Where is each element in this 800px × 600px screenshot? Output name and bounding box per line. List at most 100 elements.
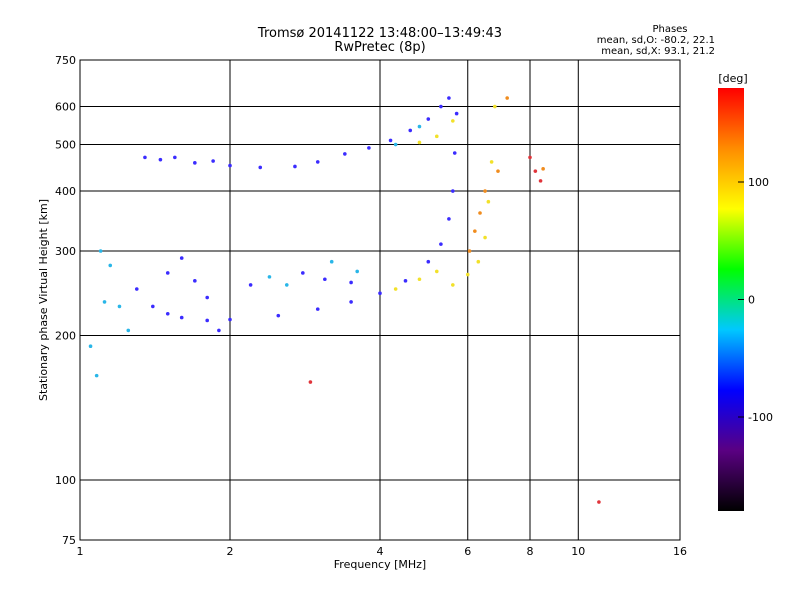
data-point: [439, 104, 443, 109]
data-point: [434, 134, 439, 139]
phase-stats-x: mean, sd,X: 93.1, 21.2: [601, 46, 715, 57]
x-tick-label: 4: [377, 545, 384, 558]
data-point: [493, 104, 497, 109]
data-point: [467, 249, 472, 253]
data-point: [108, 263, 113, 268]
data-point: [308, 380, 313, 384]
data-points: [88, 96, 601, 504]
chart-title-block: Tromsø 20141122 13:48:00–13:49:43 RwPret…: [230, 27, 530, 55]
data-point: [349, 300, 353, 304]
x-tick-label: 10: [571, 545, 585, 558]
y-tick-label: 400: [55, 185, 76, 198]
data-point: [126, 328, 131, 333]
data-point: [447, 217, 451, 221]
data-point: [434, 269, 439, 274]
x-tick-label: 6: [464, 545, 471, 558]
x-tick-label: 8: [527, 545, 534, 558]
data-point: [451, 189, 455, 193]
data-point: [538, 179, 543, 183]
chart-title: Tromsø 20141122 13:48:00–13:49:43: [257, 26, 503, 41]
y-tick-label: 200: [55, 330, 76, 343]
y-tick-label: 300: [55, 245, 76, 258]
data-point: [378, 291, 382, 296]
data-point: [597, 500, 601, 504]
data-point: [88, 344, 93, 349]
phase-stats-heading: Phases: [652, 24, 688, 35]
data-point: [483, 189, 487, 193]
data-point: [276, 313, 281, 318]
data-point: [193, 161, 197, 165]
colorbar-label: [deg]: [718, 72, 747, 85]
data-point: [165, 311, 170, 316]
data-point: [451, 119, 455, 123]
data-point: [541, 167, 545, 171]
colorbar-tick-label: 0: [748, 294, 755, 307]
data-point: [329, 259, 334, 264]
data-point: [486, 199, 491, 204]
data-point: [343, 152, 347, 156]
data-point: [465, 272, 470, 277]
data-point: [403, 279, 408, 283]
phase-stats-o: mean, sd,O: -80.2, 22.1: [596, 35, 715, 46]
y-tick-labels: 75 100 200 300 400 500 600 750: [55, 54, 76, 547]
data-point: [267, 275, 272, 279]
colorbar-ticks: 100 0 -100: [738, 176, 773, 424]
data-point: [426, 259, 431, 264]
data-point: [367, 146, 371, 150]
data-point: [143, 155, 147, 160]
data-point: [476, 259, 481, 264]
data-point: [205, 295, 209, 300]
x-tick-label: 16: [673, 545, 687, 558]
data-point: [293, 164, 297, 169]
data-point: [478, 211, 482, 215]
data-point: [173, 155, 177, 160]
data-point: [483, 235, 487, 240]
data-point: [158, 157, 163, 162]
data-point: [349, 280, 353, 285]
data-point: [454, 111, 459, 116]
data-point: [151, 304, 155, 309]
data-point: [248, 283, 253, 287]
x-tick-label: 1: [77, 545, 84, 558]
data-point: [473, 229, 477, 233]
data-point: [496, 169, 500, 173]
data-point: [301, 271, 305, 275]
chart-subtitle: RwPretec (8p): [334, 40, 426, 55]
data-point: [408, 128, 413, 133]
y-tick-label: 75: [62, 534, 76, 547]
data-point: [393, 142, 398, 147]
data-point: [355, 269, 359, 274]
grid-layer: [79, 59, 681, 541]
data-point: [417, 277, 422, 282]
data-point: [217, 328, 221, 333]
data-point: [165, 271, 170, 275]
data-point: [205, 318, 209, 323]
data-point: [393, 287, 398, 291]
data-point: [117, 304, 122, 309]
y-axis-title: Stationary phase Virtual Height [km]: [37, 199, 50, 401]
data-point: [417, 140, 422, 145]
data-point: [388, 138, 393, 143]
data-point: [179, 315, 184, 320]
y-tick-label: 500: [55, 139, 76, 152]
data-point: [228, 317, 232, 322]
colorbar-tick-label: -100: [748, 411, 773, 424]
data-point: [134, 287, 139, 291]
y-tick-label: 750: [55, 54, 76, 67]
data-point: [94, 373, 99, 378]
data-point: [533, 169, 538, 173]
data-point: [228, 163, 232, 168]
data-point: [426, 117, 431, 121]
data-point: [447, 96, 451, 100]
x-tick-label: 2: [227, 545, 234, 558]
data-point: [439, 242, 443, 246]
data-point: [258, 165, 263, 170]
colorbar-tick-label: 100: [748, 176, 769, 189]
data-point: [98, 249, 103, 253]
data-point: [193, 279, 197, 283]
data-point: [505, 96, 509, 100]
y-tick-label: 600: [55, 101, 76, 114]
y-tick-label: 100: [55, 474, 76, 487]
x-axis-title: Frequency [MHz]: [334, 558, 426, 571]
